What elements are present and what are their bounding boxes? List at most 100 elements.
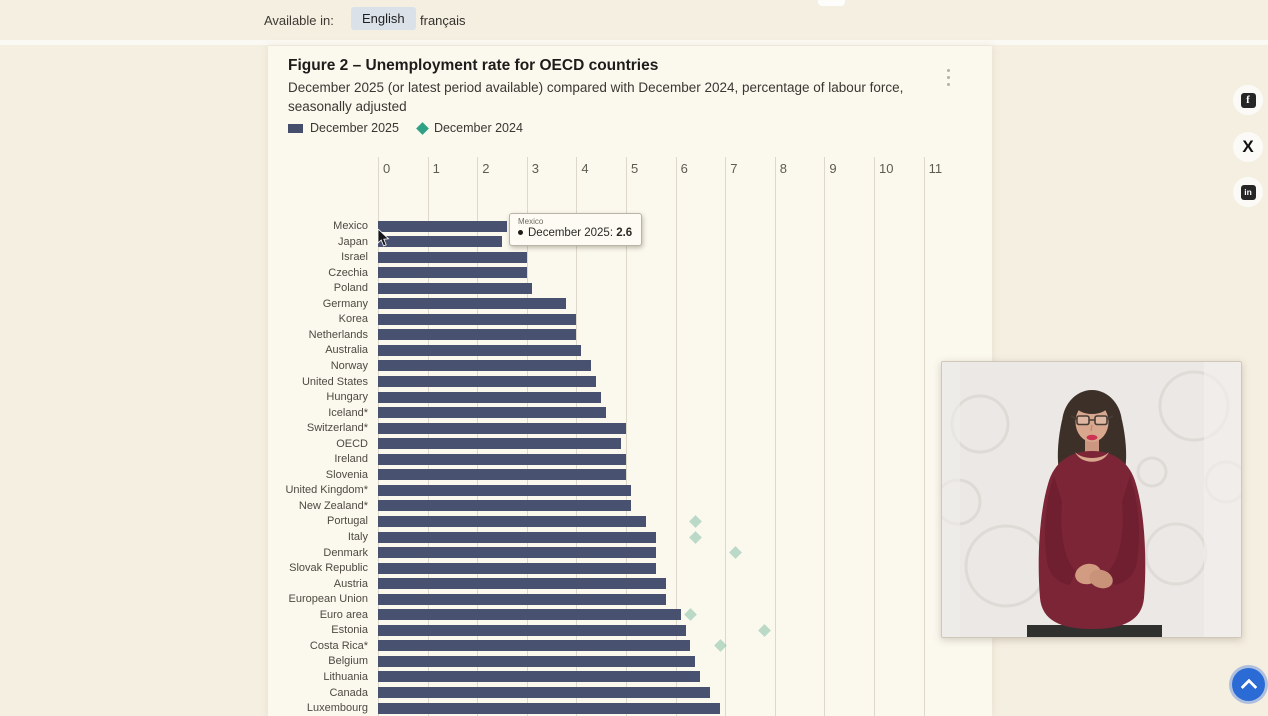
bar-slovak-republic[interactable]: [378, 562, 656, 574]
gridline-0: [378, 157, 379, 716]
bar-hungary[interactable]: [378, 391, 602, 403]
linkedin-icon: in: [1240, 184, 1256, 200]
category-label-czechia: Czechia: [328, 266, 368, 279]
gridline-2: [477, 157, 479, 716]
interpreter-illustration: [942, 362, 1241, 637]
language-option-english[interactable]: English: [351, 7, 416, 30]
bar-euro-area[interactable]: [378, 609, 681, 621]
bar-slovenia[interactable]: [378, 469, 626, 481]
bar-oecd[interactable]: [378, 438, 622, 450]
chart-options-menu-button[interactable]: [936, 62, 960, 92]
axis-tick-label: 11: [928, 161, 943, 176]
category-label-united-kingdom: United Kingdom*: [285, 484, 368, 497]
category-label-japan: Japan: [338, 235, 368, 248]
bar-korea[interactable]: [378, 313, 577, 325]
category-label-hungary: Hungary: [326, 391, 368, 404]
bar-netherlands[interactable]: [378, 329, 577, 341]
category-label-iceland: Iceland*: [328, 406, 368, 419]
category-label-lithuania: Lithuania: [323, 670, 368, 683]
marker-euro-area[interactable]: [684, 608, 697, 622]
bar-european-union[interactable]: [378, 593, 666, 605]
share-facebook-button[interactable]: f: [1233, 85, 1263, 115]
marker-italy[interactable]: [689, 530, 702, 544]
figure-title: Figure 2 – Unemployment rate for OECD co…: [288, 57, 659, 74]
gridline-4: [576, 157, 578, 716]
bar-estonia[interactable]: [378, 624, 686, 636]
gridline-5: [626, 157, 627, 716]
tooltip-value-line: December 2025: 2.6: [518, 226, 632, 240]
tooltip-country: Mexico: [518, 217, 544, 226]
gridline-1: [427, 157, 429, 716]
x-twitter-icon: X: [1242, 137, 1254, 156]
category-label-mexico: Mexico: [333, 220, 368, 232]
bar-norway[interactable]: [378, 360, 592, 372]
chart-tooltip: Mexico December 2025: 2.6: [509, 213, 643, 246]
bar-new-zealand[interactable]: [378, 500, 631, 512]
sign-language-interpreter-video[interactable]: [941, 361, 1242, 638]
bar-ireland[interactable]: [378, 453, 626, 465]
bar-poland[interactable]: [378, 282, 532, 294]
axis-tick-label: 4: [581, 161, 589, 176]
bar-united-states[interactable]: [378, 376, 597, 387]
bar-costa-rica[interactable]: [378, 640, 691, 652]
legend-square-icon: [288, 123, 303, 133]
category-label-oecd: OECD: [336, 437, 368, 450]
bar-japan[interactable]: [378, 236, 502, 248]
gridline-6: [675, 157, 677, 716]
bar-canada[interactable]: [378, 687, 711, 698]
category-label-euro-area: Euro area: [319, 608, 368, 621]
category-label-italy: Italy: [347, 531, 368, 543]
bar-austria[interactable]: [378, 578, 666, 590]
bar-iceland[interactable]: [378, 407, 607, 419]
category-label-netherlands: Netherlands: [308, 328, 368, 341]
bar-luxembourg[interactable]: [378, 702, 721, 714]
category-label-denmark: Denmark: [323, 546, 368, 559]
marker-denmark[interactable]: [728, 546, 742, 559]
scroll-to-top-button[interactable]: [1232, 668, 1265, 701]
bar-mexico[interactable]: [378, 220, 507, 232]
axis-tick-label: 1: [432, 161, 440, 176]
category-label-korea: Korea: [338, 313, 368, 326]
bar-australia[interactable]: [378, 344, 582, 356]
bar-united-kingdom[interactable]: [378, 484, 631, 496]
language-option-francais[interactable]: français: [420, 13, 466, 28]
share-linkedin-button[interactable]: in: [1233, 177, 1263, 207]
axis-tick-label: 5: [631, 161, 639, 176]
chevron-up-icon: [1240, 678, 1257, 696]
gridline-7: [725, 157, 727, 716]
category-label-estonia: Estonia: [331, 624, 368, 637]
bar-israel[interactable]: [378, 251, 527, 263]
section-divider: [0, 40, 1268, 45]
category-label-australia: Australia: [325, 344, 368, 357]
legend-label-dec2024: December 2024: [433, 121, 523, 135]
axis-tick-label: 2: [482, 161, 490, 176]
chart-legend: December 2025 December 2024: [288, 121, 523, 135]
category-label-ireland: Ireland: [334, 453, 368, 466]
available-in-label: Available in:: [264, 13, 334, 28]
gridline-10: [874, 157, 875, 716]
category-label-european-union: European Union: [288, 593, 368, 606]
category-label-united-states: United States: [301, 375, 368, 388]
category-label-portugal: Portugal: [327, 515, 368, 528]
category-label-slovenia: Slovenia: [325, 468, 368, 481]
marker-portugal[interactable]: [689, 515, 702, 528]
bar-switzerland[interactable]: [378, 422, 626, 434]
bar-germany[interactable]: [378, 298, 567, 310]
bar-czechia[interactable]: [378, 267, 527, 279]
legend-label-dec2025: December 2025: [310, 121, 399, 135]
share-x-button[interactable]: X: [1233, 132, 1263, 162]
kebab-menu-icon: [946, 68, 950, 72]
bar-lithuania[interactable]: [378, 671, 701, 683]
mouse-cursor-icon: [377, 229, 390, 247]
gridline-9: [824, 157, 826, 716]
category-label-luxembourg: Luxembourg: [306, 702, 368, 715]
marker-estonia[interactable]: [758, 623, 772, 637]
gridline-8: [774, 157, 776, 716]
bar-portugal[interactable]: [378, 515, 646, 527]
bar-denmark[interactable]: [378, 547, 656, 559]
bar-italy[interactable]: [378, 531, 656, 543]
axis-tick-label: 8: [779, 161, 788, 176]
category-label-austria: Austria: [333, 577, 368, 590]
gridline-3: [526, 157, 528, 716]
bar-belgium[interactable]: [378, 655, 696, 667]
